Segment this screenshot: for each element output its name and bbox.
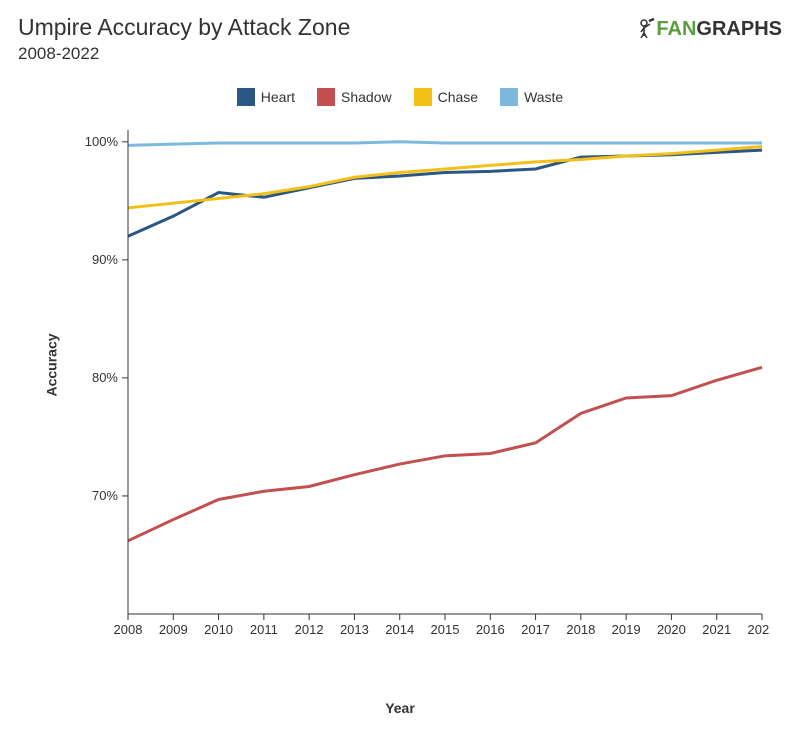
y-axis-label: Accuracy [44, 333, 60, 396]
y-tick-label: 80% [92, 370, 118, 385]
logo-fan: FAN [656, 18, 696, 40]
fangraphs-logo: FANGRAPHS [640, 18, 782, 41]
chart-title: Umpire Accuracy by Attack Zone [18, 14, 350, 41]
legend: Heart Shadow Chase Waste [0, 88, 800, 106]
x-tick-label: 2011 [250, 622, 278, 637]
x-tick-label: 2010 [204, 622, 233, 637]
legend-label: Heart [261, 89, 295, 105]
legend-item-waste: Waste [500, 88, 563, 106]
y-tick-label: 100% [85, 134, 119, 149]
x-tick-label: 2018 [566, 622, 595, 637]
x-tick-label: 2021 [702, 622, 731, 637]
series-heart [128, 150, 762, 236]
y-tick-label: 70% [92, 488, 118, 503]
legend-item-shadow: Shadow [317, 88, 392, 106]
series-shadow [128, 367, 762, 541]
x-tick-label: 2016 [476, 622, 505, 637]
x-tick-label: 2017 [521, 622, 550, 637]
legend-swatch [317, 88, 335, 106]
legend-label: Chase [438, 89, 478, 105]
legend-swatch [414, 88, 432, 106]
plot-area: 70% 80% 90% 100% 2008 2009 2010 2011 2012 2013 20… [80, 122, 770, 652]
x-tick-label: 2019 [612, 622, 641, 637]
x-tick-label: 2020 [657, 622, 686, 637]
legend-swatch [237, 88, 255, 106]
x-tick-label: 2012 [295, 622, 324, 637]
legend-label: Shadow [341, 89, 392, 105]
x-tick-label: 2014 [385, 622, 414, 637]
legend-item-heart: Heart [237, 88, 295, 106]
x-tick-label: 2013 [340, 622, 369, 637]
x-tick-label: 2009 [159, 622, 188, 637]
y-tick-label: 90% [92, 252, 118, 267]
x-axis-label: Year [385, 700, 415, 716]
x-tick-label: 2008 [114, 622, 143, 637]
chart-container: Umpire Accuracy by Attack Zone 2008-2022… [0, 0, 800, 730]
legend-label: Waste [524, 89, 563, 105]
chart-subtitle: 2008-2022 [18, 44, 99, 64]
x-tick-label: 2015 [431, 622, 460, 637]
legend-item-chase: Chase [414, 88, 478, 106]
series-waste [128, 142, 762, 146]
legend-swatch [500, 88, 518, 106]
x-tick-label: 2022 [748, 622, 770, 637]
logo-graphs: GRAPHS [696, 18, 782, 40]
